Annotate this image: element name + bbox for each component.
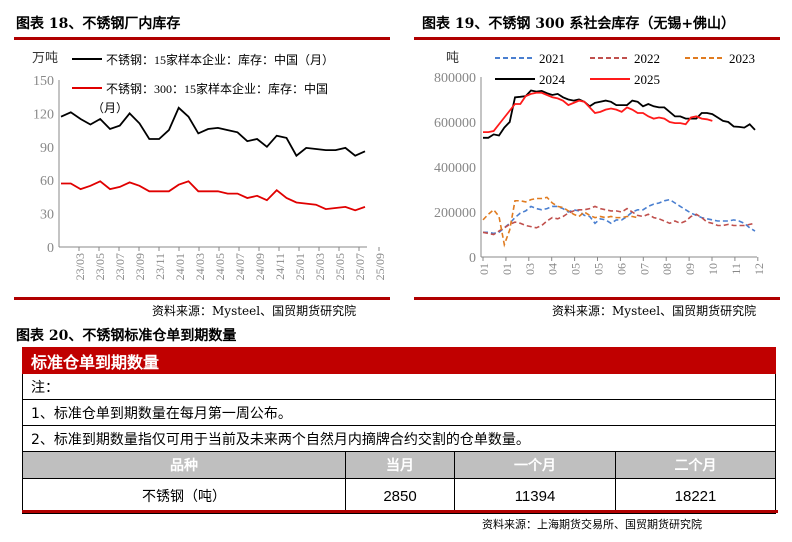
x-tick-label: 12 — [752, 263, 766, 275]
x-tick-label: 11 — [729, 263, 743, 275]
x-tick-label: 09 — [683, 263, 697, 275]
divider — [414, 297, 780, 300]
chart19: 0 200000 400000 600000 800000 吨 01 01 03 04 05 05 06… — [434, 50, 766, 275]
x-tick-label: 23/11 — [153, 253, 167, 280]
x-tick-label: 08 — [660, 263, 674, 275]
legend-label: 2023 — [729, 51, 755, 66]
legend-label: 不锈钢：300：15家样本企业：库存：中国 — [106, 81, 328, 96]
y-tick-label: 0 — [469, 251, 476, 266]
col-header: 一个月 — [454, 451, 616, 479]
x-tick-label: 25/01 — [293, 253, 307, 280]
col-header: 品种 — [22, 451, 346, 479]
y-tick-label: 120 — [33, 107, 54, 122]
y-tick-label: 0 — [47, 241, 54, 256]
chart18: 0 30 60 90 120 150 万吨 23/03 23/05 23/07 23/09 23/11… — [32, 50, 387, 280]
col-header: 当月 — [345, 451, 455, 479]
series-line-2021 — [483, 198, 756, 235]
x-tick-label: 04 — [546, 263, 560, 275]
x-tick-label: 07 — [637, 263, 651, 275]
divider — [22, 510, 778, 513]
y-unit-label: 万吨 — [32, 50, 58, 65]
x-tick-label: 24/05 — [213, 253, 227, 280]
cell: 不锈钢（吨） — [22, 478, 346, 514]
legend-label: 2022 — [634, 51, 660, 66]
y-tick-label: 60 — [40, 174, 54, 189]
table-source: 资料来源：上海期货交易所、国贸期货研究院 — [482, 518, 702, 531]
y-tick-label: 150 — [33, 74, 54, 89]
table-title: 图表 20、不锈钢标准仓单到期数量 — [16, 328, 237, 344]
col-header: 二个月 — [615, 451, 776, 479]
warrant-table: 标准仓单到期数量 注： 1、标准仓单到期数量在每月第一周公布。 2、标准到期数量… — [22, 347, 776, 514]
x-tick-label: 24/03 — [193, 253, 207, 280]
x-tick-label: 23/09 — [133, 253, 147, 280]
x-tick-label: 01 — [500, 263, 514, 275]
y-unit-label: 吨 — [446, 50, 459, 65]
note-label: 注： — [22, 373, 776, 400]
series-line-2023 — [482, 196, 638, 248]
divider — [14, 297, 390, 300]
cell: 2850 — [345, 478, 455, 514]
chart18-source: 资料来源：Mysteel、国贸期货研究院 — [152, 304, 357, 318]
x-tick-label: 06 — [614, 263, 628, 275]
series-line-不锈钢：15家样本企业：库存：中国（月） — [60, 106, 366, 158]
note-1: 1、标准仓单到期数量在每月第一周公布。 — [22, 399, 776, 426]
x-tick-label: 01 — [477, 263, 491, 275]
chart18-title: 图表 18、不锈钢厂内库存 — [16, 16, 181, 32]
divider — [14, 37, 390, 40]
x-tick-label: 10 — [706, 263, 720, 275]
y-tick-label: 800000 — [434, 71, 476, 86]
note-2: 2、标准到期数量指仅可用于当前及未来两个自然月内摘牌合约交割的仓单数量。 — [22, 425, 776, 452]
y-tick-label: 600000 — [434, 116, 476, 131]
x-tick-label: 24/01 — [173, 253, 187, 280]
series-line-2025 — [483, 91, 713, 134]
table-header: 标准仓单到期数量 — [22, 347, 776, 374]
x-tick-label: 23/07 — [113, 253, 127, 280]
x-tick-label: 24/09 — [253, 253, 267, 280]
legend-label: 2025 — [634, 72, 660, 87]
y-tick-label: 400000 — [434, 161, 476, 176]
x-tick-label: 25/09 — [373, 253, 387, 280]
x-tick-label: 24/11 — [273, 253, 287, 280]
x-tick-label: 25/05 — [333, 253, 347, 280]
chart19-title: 图表 19、不锈钢 300 系社会库存（无锡+佛山） — [422, 16, 736, 32]
y-tick-label: 200000 — [434, 206, 476, 221]
series-line-2022 — [482, 205, 756, 236]
cell: 11394 — [454, 478, 616, 514]
series-line-不锈钢：300：15家样本企业：库存：中国（月） — [61, 180, 366, 212]
x-tick-label: 23/05 — [93, 253, 107, 280]
x-tick-label: 03 — [523, 263, 537, 275]
x-tick-label: 23/03 — [73, 253, 87, 280]
x-tick-label: 05 — [592, 263, 606, 275]
chart19-source: 资料来源：Mysteel、国贸期货研究院 — [552, 304, 757, 318]
divider — [414, 37, 780, 40]
y-tick-label: 30 — [40, 208, 54, 223]
series-line-2024 — [483, 89, 756, 139]
legend-label: 不锈钢：15家样本企业：库存：中国（月） — [106, 52, 334, 67]
legend-label: 2021 — [539, 51, 565, 66]
x-tick-label: 05 — [569, 263, 583, 275]
x-tick-label: 24/07 — [233, 253, 247, 280]
legend-label: （月） — [92, 101, 128, 115]
cell: 18221 — [615, 478, 776, 514]
legend-label: 2024 — [539, 72, 566, 87]
x-tick-label: 25/03 — [313, 253, 327, 280]
y-tick-label: 90 — [40, 141, 54, 156]
x-tick-label: 25/07 — [353, 253, 367, 280]
